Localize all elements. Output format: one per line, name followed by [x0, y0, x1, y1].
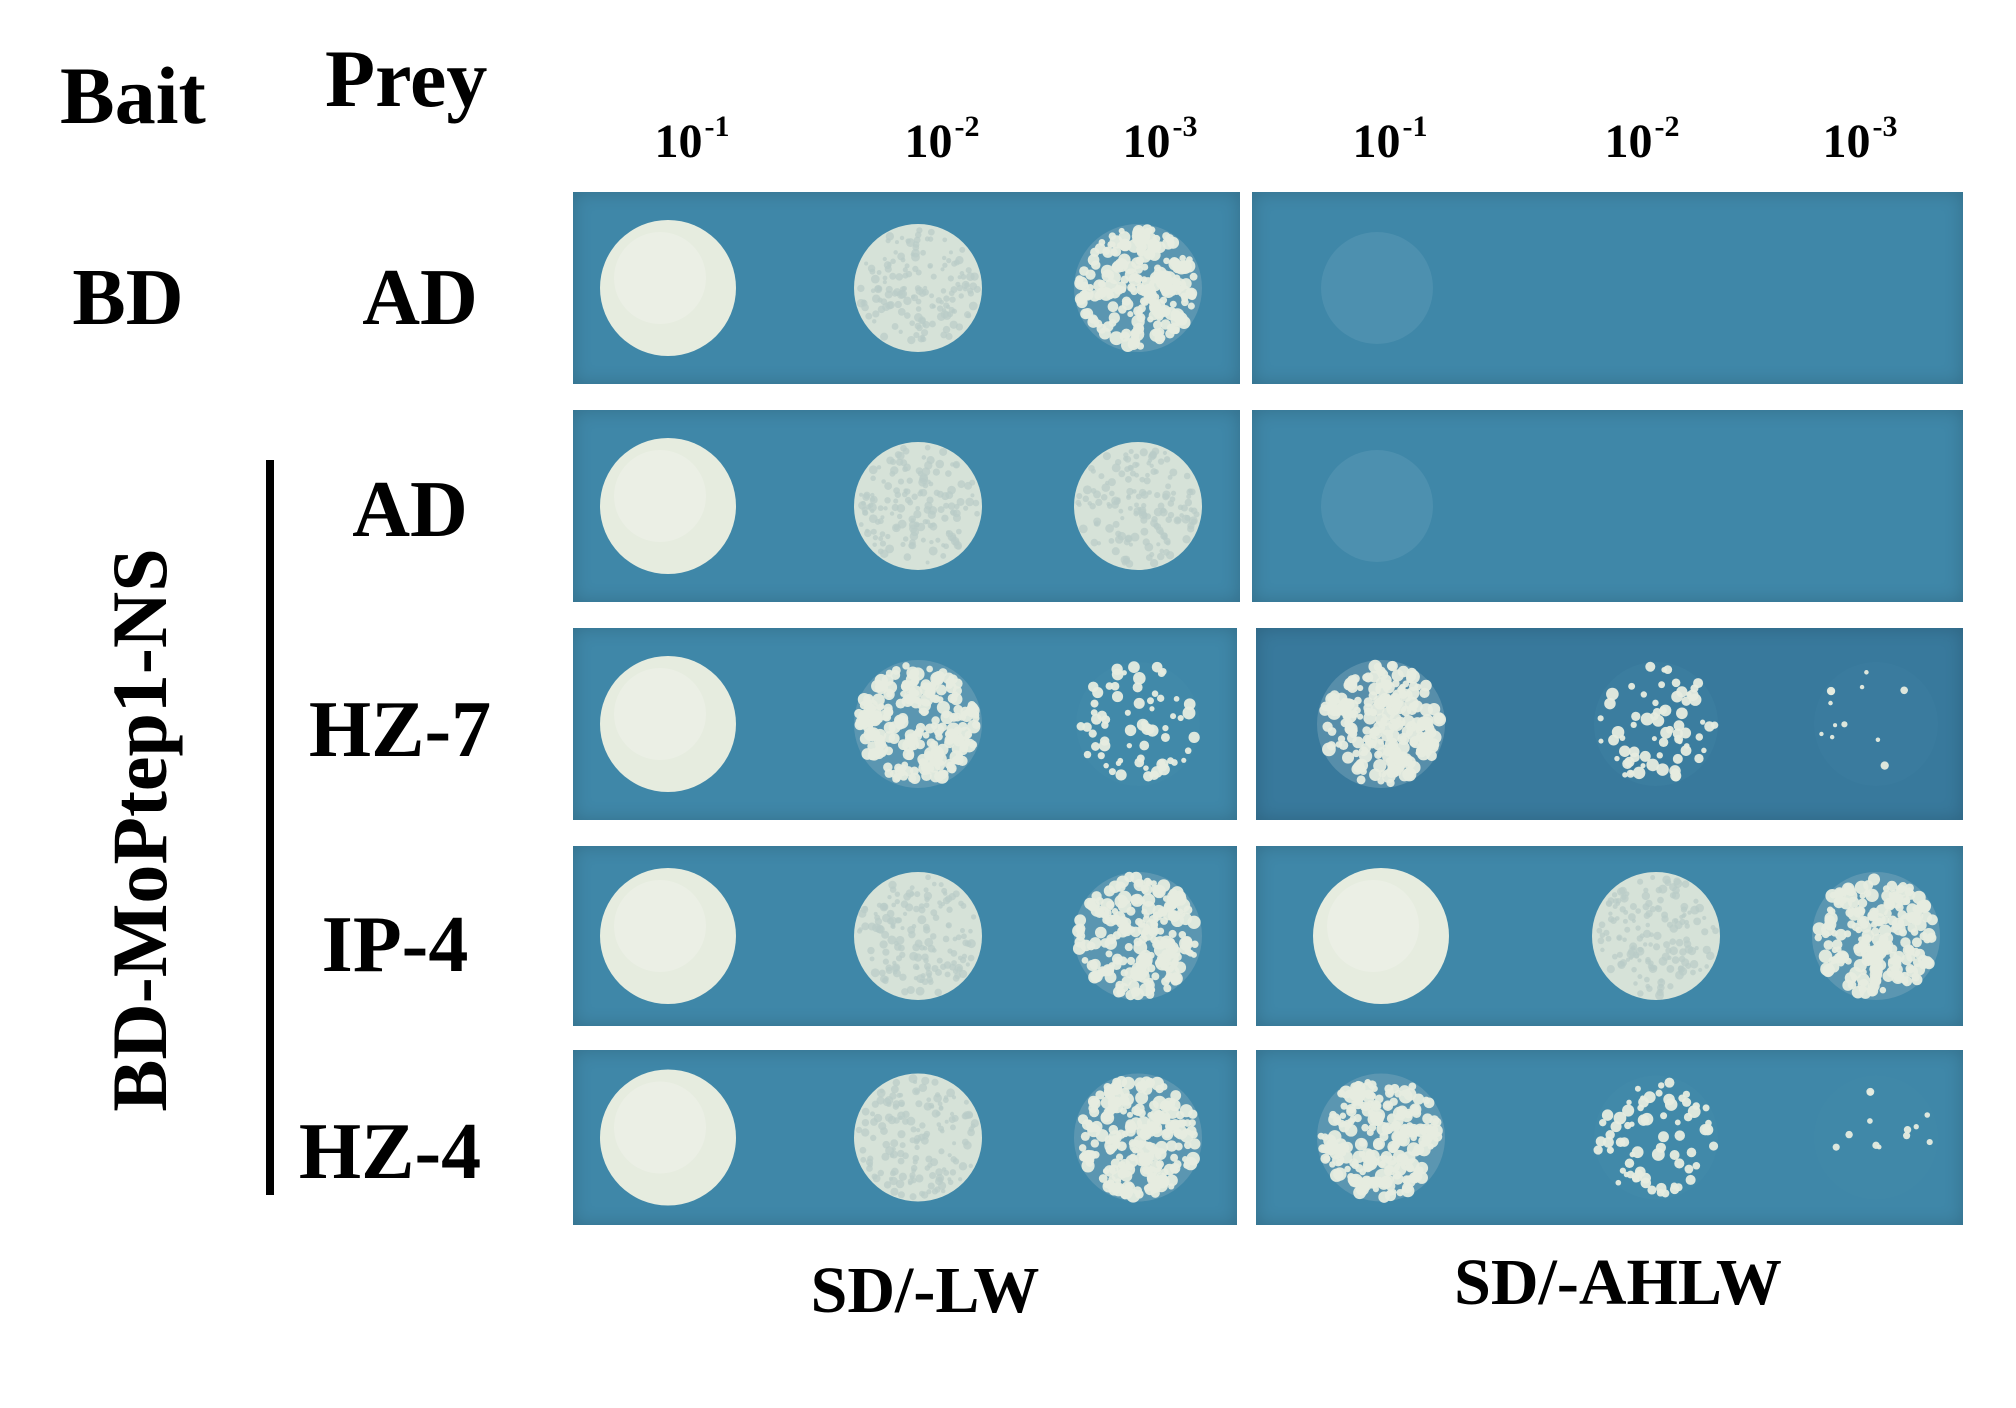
prey-label-row-2: AD [352, 466, 468, 554]
dilution-label-right-1: 10-1 [1352, 110, 1428, 168]
spots-left-row-5 [600, 1069, 1202, 1206]
media-label-left: SD/-LW [810, 1254, 1040, 1327]
plate-left-row-1 [573, 192, 1240, 384]
spot-right-row-2-col-1 [1321, 450, 1433, 562]
prey-label-row-1: AD [362, 254, 478, 342]
plate-right-row-3 [1256, 628, 1963, 820]
media-label-right: SD/-AHLW [1454, 1246, 1782, 1319]
plate-left-row-2 [573, 410, 1240, 602]
prey-label-row-5: HZ-4 [298, 1108, 482, 1196]
bait-label-row-1: BD [72, 254, 184, 342]
plate-right-row-1 [1252, 192, 1963, 384]
spots-left-row-1 [600, 220, 1202, 356]
spot-right-row-5-col-3 [1814, 1075, 1938, 1200]
spots-right-row-1 [1321, 232, 1433, 344]
spots-left-row-4 [600, 868, 1202, 1004]
plate-left-row-4 [573, 846, 1237, 1026]
dilution-label-left-1: 10-1 [654, 110, 730, 168]
dilution-label-right-2: 10-2 [1604, 110, 1680, 168]
prey-header: Prey [325, 33, 488, 124]
spot-right-row-3-col-3 [1814, 662, 1938, 786]
spots-right-row-3 [1317, 659, 1938, 788]
bait-group-label: BD-MoPtep1-NS [96, 548, 183, 1112]
plate-right-row-2 [1252, 410, 1963, 602]
plate-right-row-4 [1256, 846, 1963, 1026]
dilution-label-right-3: 10-3 [1822, 110, 1898, 168]
plate-right-row-5 [1256, 1050, 1963, 1225]
dilution-label-left-2: 10-2 [904, 110, 980, 168]
spot-right-row-1-col-1 [1321, 232, 1433, 344]
bait-group-bracket [266, 460, 274, 1195]
plate-left-row-3 [573, 628, 1237, 820]
dilution-label-left-3: 10-3 [1122, 110, 1198, 168]
spots-left-row-3 [600, 656, 1200, 792]
plate-left-row-5 [573, 1050, 1237, 1225]
prey-label-row-4: IP-4 [321, 901, 469, 989]
spots-right-row-5 [1317, 1073, 1938, 1203]
bait-header: Bait [60, 50, 206, 141]
prey-label-row-3: HZ-7 [308, 686, 492, 774]
spots-left-row-2 [600, 438, 1202, 574]
spots-right-row-2 [1321, 450, 1433, 562]
spots-right-row-4 [1313, 868, 1940, 1004]
